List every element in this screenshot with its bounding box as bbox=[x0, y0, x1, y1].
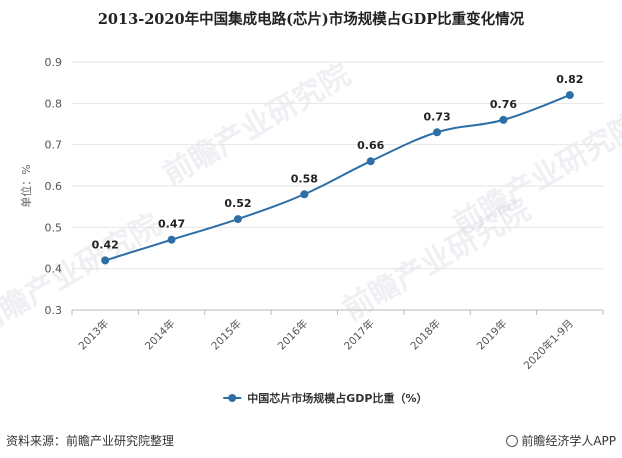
data-label: 0.82 bbox=[556, 73, 583, 86]
x-tick-label: 2013年 bbox=[76, 317, 112, 353]
data-point bbox=[433, 128, 442, 137]
data-point bbox=[565, 91, 574, 100]
data-point bbox=[300, 190, 309, 199]
data-label: 0.42 bbox=[92, 238, 119, 251]
x-tick-label: 2016年 bbox=[275, 317, 311, 353]
data-point bbox=[101, 256, 110, 265]
data-label: 0.52 bbox=[224, 197, 251, 210]
data-label: 0.73 bbox=[423, 110, 450, 123]
x-tick-label: 2020年1-9月 bbox=[521, 317, 576, 372]
legend-label: 中国芯片市场规模占GDP比重（%） bbox=[247, 391, 427, 405]
x-tick-label: 2018年 bbox=[408, 317, 444, 353]
data-label: 0.47 bbox=[158, 218, 185, 231]
x-tick-label: 2017年 bbox=[341, 317, 377, 353]
brand-credit: 前瞻经济学人APP bbox=[506, 432, 616, 449]
y-tick-label: 0.4 bbox=[45, 263, 63, 276]
data-label: 0.58 bbox=[291, 172, 318, 185]
x-tick-label: 2019年 bbox=[474, 317, 510, 353]
data-label: 0.66 bbox=[357, 139, 384, 152]
y-tick-label: 0.5 bbox=[45, 221, 63, 234]
x-tick-label: 2015年 bbox=[209, 317, 245, 353]
line-chart: 0.3 0.4 0.5 0.6 0.7 0.8 0.9 2013年 2014年 2015年 2016… bbox=[19, 56, 604, 405]
data-label: 0.76 bbox=[490, 98, 517, 111]
brand-text: 前瞻经济学人APP bbox=[521, 434, 616, 448]
y-tick-label: 0.7 bbox=[45, 139, 63, 152]
series-line bbox=[104, 94, 571, 262]
data-point bbox=[366, 157, 375, 166]
chart-title: 2013-2020年中国集成电路(芯片)市场规模占GDP比重变化情况 bbox=[97, 11, 525, 28]
y-axis-label: 单位：% bbox=[19, 164, 33, 207]
y-tick-label: 0.6 bbox=[45, 180, 63, 193]
data-point bbox=[167, 235, 176, 244]
x-tick-label: 2014年 bbox=[142, 317, 178, 353]
source-note: 资料来源：前瞻产业研究院整理 bbox=[6, 434, 175, 448]
brand-logo-icon bbox=[506, 435, 519, 447]
data-point bbox=[233, 215, 242, 224]
y-tick-label: 0.9 bbox=[45, 56, 63, 69]
y-tick-label: 0.3 bbox=[45, 304, 63, 317]
data-point bbox=[499, 115, 508, 124]
legend-marker bbox=[228, 394, 237, 402]
y-tick-label: 0.8 bbox=[45, 97, 63, 110]
